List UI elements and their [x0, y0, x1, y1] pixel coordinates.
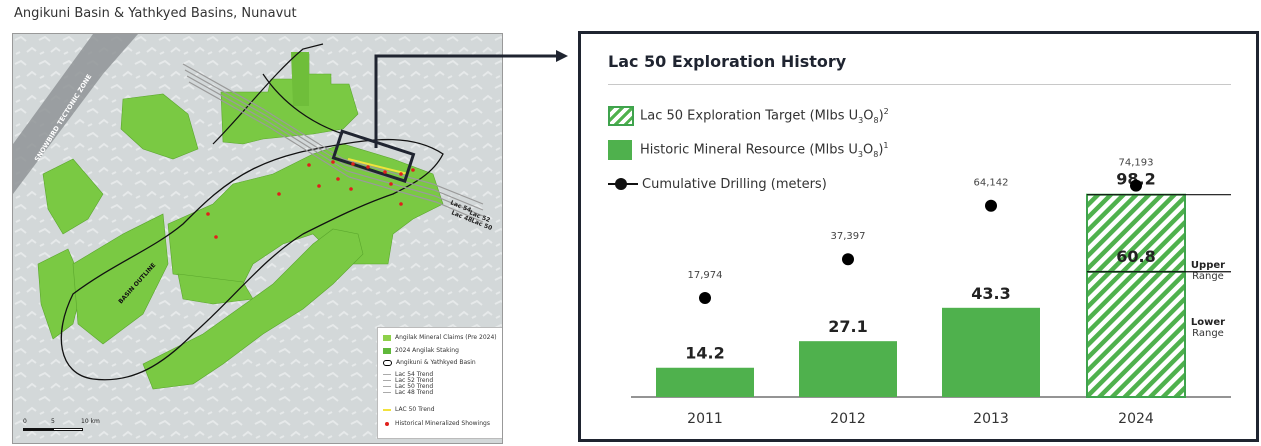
legend-sub: 8: [873, 149, 879, 159]
scale-tick-5: 5: [51, 418, 55, 425]
scale-tick-0: 0: [23, 418, 27, 425]
scale-segment: [23, 428, 53, 431]
legend-sub: 3: [858, 115, 864, 125]
resource-value-label: 27.1: [828, 317, 867, 336]
lac50-trend-line: [347, 158, 409, 175]
map-title: Angikuni Basin & Yathkyed Basins, Nunavu…: [14, 6, 297, 21]
drilling-point: [1130, 179, 1142, 192]
lac50-focus-box: [331, 129, 416, 183]
legend-text: Lac 50 Exploration Target (Mlbs U: [640, 108, 859, 124]
showing-swatch: [383, 421, 391, 427]
drilling-value-label: 17,974: [688, 270, 723, 281]
legend-item-lac54: Lac 54 Trend: [383, 371, 433, 378]
x-tick-label: 2013: [973, 411, 1009, 427]
target-bar-lower: [1086, 270, 1186, 398]
lac50-trend-swatch: [383, 408, 391, 411]
legend-item-basin: Angikuni & Yathkyed Basin: [383, 359, 476, 366]
mineralized-showings: [206, 160, 415, 239]
legend-label: Angilak Mineral Claims (Pre 2024): [395, 334, 497, 341]
legend-item-claims: Angilak Mineral Claims (Pre 2024): [383, 334, 497, 341]
range-word: Range: [1192, 328, 1224, 339]
resource-bar: [656, 367, 754, 397]
scale-bar: 0 5 10 km: [23, 418, 113, 438]
upper-word: Upper: [1190, 260, 1226, 271]
drilling-value-label: 37,397: [831, 231, 866, 242]
x-tick-label: 2011: [687, 411, 723, 427]
legend-label: Lac 54 Trend: [395, 371, 434, 378]
legend-text: Historic Mineral Resource (Mlbs U: [640, 142, 858, 158]
hatched-swatch: [608, 106, 634, 126]
range-word: Range: [1192, 271, 1224, 282]
legend-item-showings: Historical Mineralized Showings: [383, 420, 490, 427]
x-tick-label: 2024: [1118, 411, 1154, 427]
trend-swatch: [383, 392, 391, 393]
legend-text: O: [863, 108, 874, 124]
legend-item-lac52: Lac 52 Trend: [383, 377, 433, 384]
basin-swatch: [383, 359, 392, 366]
target-upper-label: 98.2: [1116, 170, 1155, 189]
trend-swatch: [383, 374, 391, 375]
legend-sup: 2: [883, 107, 889, 117]
marker-line-swatch: [608, 178, 638, 190]
resource-bar: [799, 341, 897, 397]
bar-chart: 2011 14.2 17,974 2012 27.1 37,397 2013 43.3 64,1…: [631, 158, 1231, 427]
legend-text: O: [862, 142, 874, 158]
drilling-value-label: 64,142: [974, 178, 1009, 189]
scale-tick-10: 10 km: [81, 418, 100, 425]
drilling-point: [842, 253, 854, 266]
resource-bar: [942, 307, 1040, 397]
basin-outline: [60, 138, 444, 381]
legend-target: Lac 50 Exploration Target (Mlbs U3O8)2: [608, 106, 889, 126]
trend-swatch: [383, 386, 391, 387]
map-legend: Angilak Mineral Claims (Pre 2024) 2024 A…: [377, 327, 502, 439]
drilling-value-label: 74,193: [1119, 158, 1154, 169]
target-bar-upper: [1086, 193, 1186, 273]
legend-drilling: Cumulative Drilling (meters): [608, 176, 827, 192]
legend-target-label: Lac 50 Exploration Target (Mlbs U3O8)2: [640, 107, 889, 125]
legend-label: Historical Mineralized Showings: [395, 420, 490, 427]
drilling-point: [985, 199, 997, 212]
resource-value-label: 43.3: [971, 284, 1010, 303]
exploration-history-panel: Lac 50 Exploration History Lac 50 Explor…: [578, 31, 1259, 442]
legend-text: ): [878, 142, 884, 158]
legend-item-staking: 2024 Angilak Staking: [383, 347, 459, 354]
legend-resource-label: Historic Mineral Resource (Mlbs U3O8)1: [640, 141, 888, 159]
lower-word: Lower: [1190, 317, 1226, 328]
claim-strip: [291, 52, 309, 106]
legend-sub: 8: [873, 115, 879, 125]
legend-item-lac50-trend: LAC 50 Trend: [383, 406, 435, 413]
legend-text: ): [878, 108, 884, 124]
legend-item-lac50: Lac 50 Trend: [383, 383, 433, 390]
legend-label: Lac 52 Trend: [395, 377, 434, 384]
panel-title: Lac 50 Exploration History: [608, 52, 847, 71]
legend-sup: 1: [883, 141, 889, 151]
trend-lines: [182, 63, 484, 223]
legend-sub: 3: [857, 149, 863, 159]
legend-label: 2024 Angilak Staking: [395, 347, 459, 354]
legend-label: LAC 50 Trend: [395, 406, 435, 413]
solid-swatch: [608, 140, 632, 160]
title-divider: [608, 84, 1231, 85]
legend-item-lac48: Lac 48 Trend: [383, 389, 433, 396]
legend-label: Lac 48 Trend: [395, 389, 434, 396]
staking-swatch: [383, 347, 391, 354]
drilling-point: [699, 292, 711, 305]
x-tick-label: 2012: [830, 411, 866, 427]
lower-range-label: Lower Range: [1183, 317, 1233, 339]
trend-swatch: [383, 380, 391, 381]
scale-segment: [53, 428, 83, 431]
tectonic-zone-band: [13, 34, 138, 194]
legend-label: Lac 50 Trend: [395, 383, 434, 390]
basin-outline-north: [212, 43, 344, 145]
legend-resource: Historic Mineral Resource (Mlbs U3O8)1: [608, 140, 888, 160]
target-lower-label: 60.8: [1116, 247, 1155, 266]
location-map: SNOWBIRD TECTONIC ZONE BASIN OUTLINE Lac…: [12, 33, 503, 444]
legend-label: Angikuni & Yathkyed Basin: [396, 359, 476, 366]
upper-range-label: Upper Range: [1183, 260, 1233, 282]
resource-value-label: 14.2: [685, 344, 724, 363]
legend-drilling-label: Cumulative Drilling (meters): [642, 176, 827, 192]
claims-swatch: [383, 334, 391, 341]
